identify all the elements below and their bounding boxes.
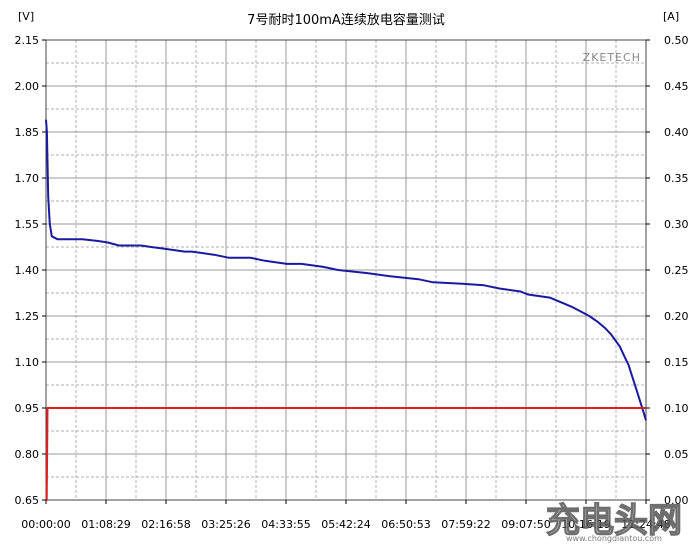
right-tick-label: 0.45 (664, 80, 689, 93)
left-tick-label: 1.55 (15, 218, 40, 231)
right-tick-label: 0.20 (664, 310, 689, 323)
watermark: 充电头网 www.chongdiantou.com (545, 500, 682, 543)
x-tick-label: 06:50:53 (381, 518, 430, 531)
x-tick-label: 03:25:26 (201, 518, 250, 531)
x-tick-label: 10:16:19 (561, 518, 610, 531)
right-axis: 0.50 0.45 0.40 0.35 0.30 0.25 0.20 0.15 0.10 0.05… (646, 34, 689, 507)
x-tick-label: 04:33:55 (261, 518, 310, 531)
voltage-series-line (45, 119, 647, 421)
chart-title: 7号耐时100mA连续放电容量测试 (247, 12, 445, 28)
left-tick-label: 2.15 (15, 34, 40, 47)
x-tick-label: 01:08:29 (81, 518, 130, 531)
left-axis: 2.15 2.00 1.85 1.70 1.55 1.40 1.25 1.10 0.95 0.80… (15, 34, 46, 507)
left-tick-label: 0.65 (15, 494, 40, 507)
right-tick-label: 0.15 (664, 356, 689, 369)
x-tick-label: 02:16:58 (141, 518, 190, 531)
left-tick-label: 1.85 (15, 126, 40, 139)
right-tick-label: 0.50 (664, 34, 689, 47)
brand-label: ZKETECH (583, 51, 641, 64)
left-tick-label: 1.70 (15, 172, 40, 185)
right-tick-label: 0.30 (664, 218, 689, 231)
watermark-url: www.chongdiantou.com (566, 534, 662, 543)
x-axis: 00:00:00 01:08:29 02:16:58 03:25:26 04:33:55… (21, 500, 671, 531)
right-axis-unit: [A] (663, 10, 679, 23)
x-tick-label: 09:07:50 (501, 518, 550, 531)
x-tick-label: 11:24:48 (621, 518, 670, 531)
x-tick-label: 07:59:22 (441, 518, 490, 531)
left-tick-label: 2.00 (15, 80, 40, 93)
left-tick-label: 0.95 (15, 402, 40, 415)
x-tick-label: 00:00:00 (21, 518, 70, 531)
left-tick-label: 1.40 (15, 264, 40, 277)
right-tick-label: 0.00 (664, 494, 689, 507)
right-tick-label: 0.10 (664, 402, 689, 415)
left-tick-label: 1.10 (15, 356, 40, 369)
left-tick-label: 1.25 (15, 310, 40, 323)
x-tick-label: 05:42:24 (321, 518, 370, 531)
right-tick-label: 0.25 (664, 264, 689, 277)
right-tick-label: 0.40 (664, 126, 689, 139)
watermark-main: 充电头网 (546, 501, 682, 541)
right-tick-label: 0.35 (664, 172, 689, 185)
left-tick-label: 0.80 (15, 448, 40, 461)
left-axis-unit: [V] (18, 10, 34, 23)
right-tick-label: 0.05 (664, 448, 689, 461)
